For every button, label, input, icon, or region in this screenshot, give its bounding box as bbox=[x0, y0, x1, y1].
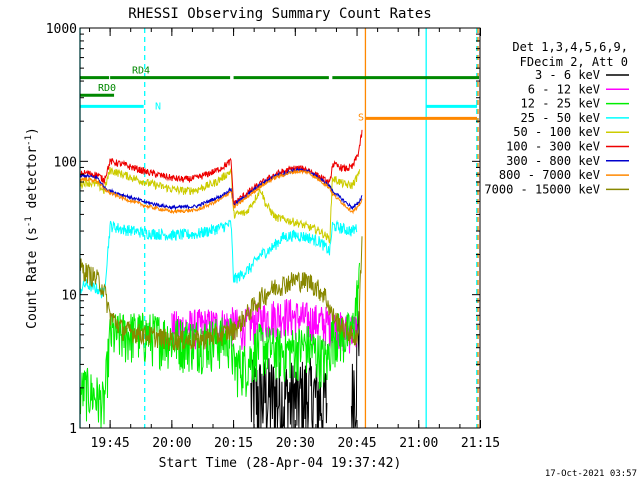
legend-entry-label: 300 - 800 keV bbox=[506, 154, 600, 168]
flag-n-label: N bbox=[155, 101, 161, 112]
series-line-4 bbox=[80, 219, 358, 299]
series-line-2 bbox=[171, 299, 358, 354]
y-tick-label: 1 bbox=[69, 422, 77, 437]
x-tick-label: 20:45 bbox=[337, 436, 376, 451]
y-axis-label-exp2: -1 bbox=[24, 135, 34, 146]
x-tick-label: 19:45 bbox=[91, 436, 130, 451]
series-line-1 bbox=[250, 310, 360, 428]
x-tick-label: 20:15 bbox=[214, 436, 253, 451]
series-line-7 bbox=[80, 166, 363, 211]
series-line-3 bbox=[80, 262, 360, 428]
y-axis-label: Count Rate (s-1 detector-1) bbox=[24, 127, 40, 329]
y-axis-label-mid: detector bbox=[25, 146, 40, 217]
legend-entry-label: 100 - 300 keV bbox=[506, 140, 600, 154]
legend-entry-label: 800 - 7000 keV bbox=[499, 168, 600, 182]
legend-entry-label: 7000 - 15000 keV bbox=[484, 182, 600, 196]
legend-entry-label: 6 - 12 keV bbox=[528, 82, 600, 96]
legend-entry-label: 12 - 25 keV bbox=[521, 97, 600, 111]
chart-title: RHESSI Observing Summary Count Rates bbox=[128, 6, 431, 22]
plot-frame bbox=[79, 27, 481, 429]
x-tick-label: 21:15 bbox=[461, 436, 500, 451]
x-tick-label: 21:00 bbox=[399, 436, 438, 451]
flag-s-label: S bbox=[358, 112, 364, 123]
y-tick-label: 100 bbox=[54, 155, 77, 170]
axes: 19:45 20:00 20:15 20:30 20:45 21:00 21:15 1 10 10… bbox=[46, 22, 500, 451]
flag-rd4-label: RD4 bbox=[132, 66, 150, 77]
flag-rd0-label: RD0 bbox=[98, 83, 116, 94]
x-tick-label: 20:00 bbox=[152, 436, 191, 451]
legend-header-line-2: FDecim 2, Att 0 bbox=[520, 55, 628, 69]
series-group bbox=[80, 129, 363, 428]
legend-entry-label: 25 - 50 keV bbox=[521, 111, 600, 125]
plot-area: RD0 RD4 N S bbox=[79, 28, 479, 428]
x-axis-label: Start Time (28-Apr-04 19:37:42) bbox=[159, 456, 402, 471]
footer-timestamp: 17-Oct-2021 03:57 bbox=[545, 469, 637, 479]
legend-entry-label: 50 - 100 keV bbox=[513, 125, 600, 139]
y-tick-label: 1000 bbox=[46, 22, 77, 37]
legend-header-line-1: Det 1,3,4,5,6,9, bbox=[512, 40, 628, 54]
legend-entry-label: 3 - 6 keV bbox=[535, 68, 600, 82]
y-tick-label: 10 bbox=[61, 289, 77, 304]
x-tick-label: 20:30 bbox=[276, 436, 315, 451]
series-line-9 bbox=[80, 236, 363, 351]
series-line-8 bbox=[80, 169, 363, 215]
y-axis-label-close: ) bbox=[25, 127, 40, 135]
y-axis-label-exp1: -1 bbox=[24, 216, 34, 227]
series-line-5 bbox=[80, 166, 360, 244]
y-axis-label-main: Count Rate (s bbox=[25, 227, 40, 329]
